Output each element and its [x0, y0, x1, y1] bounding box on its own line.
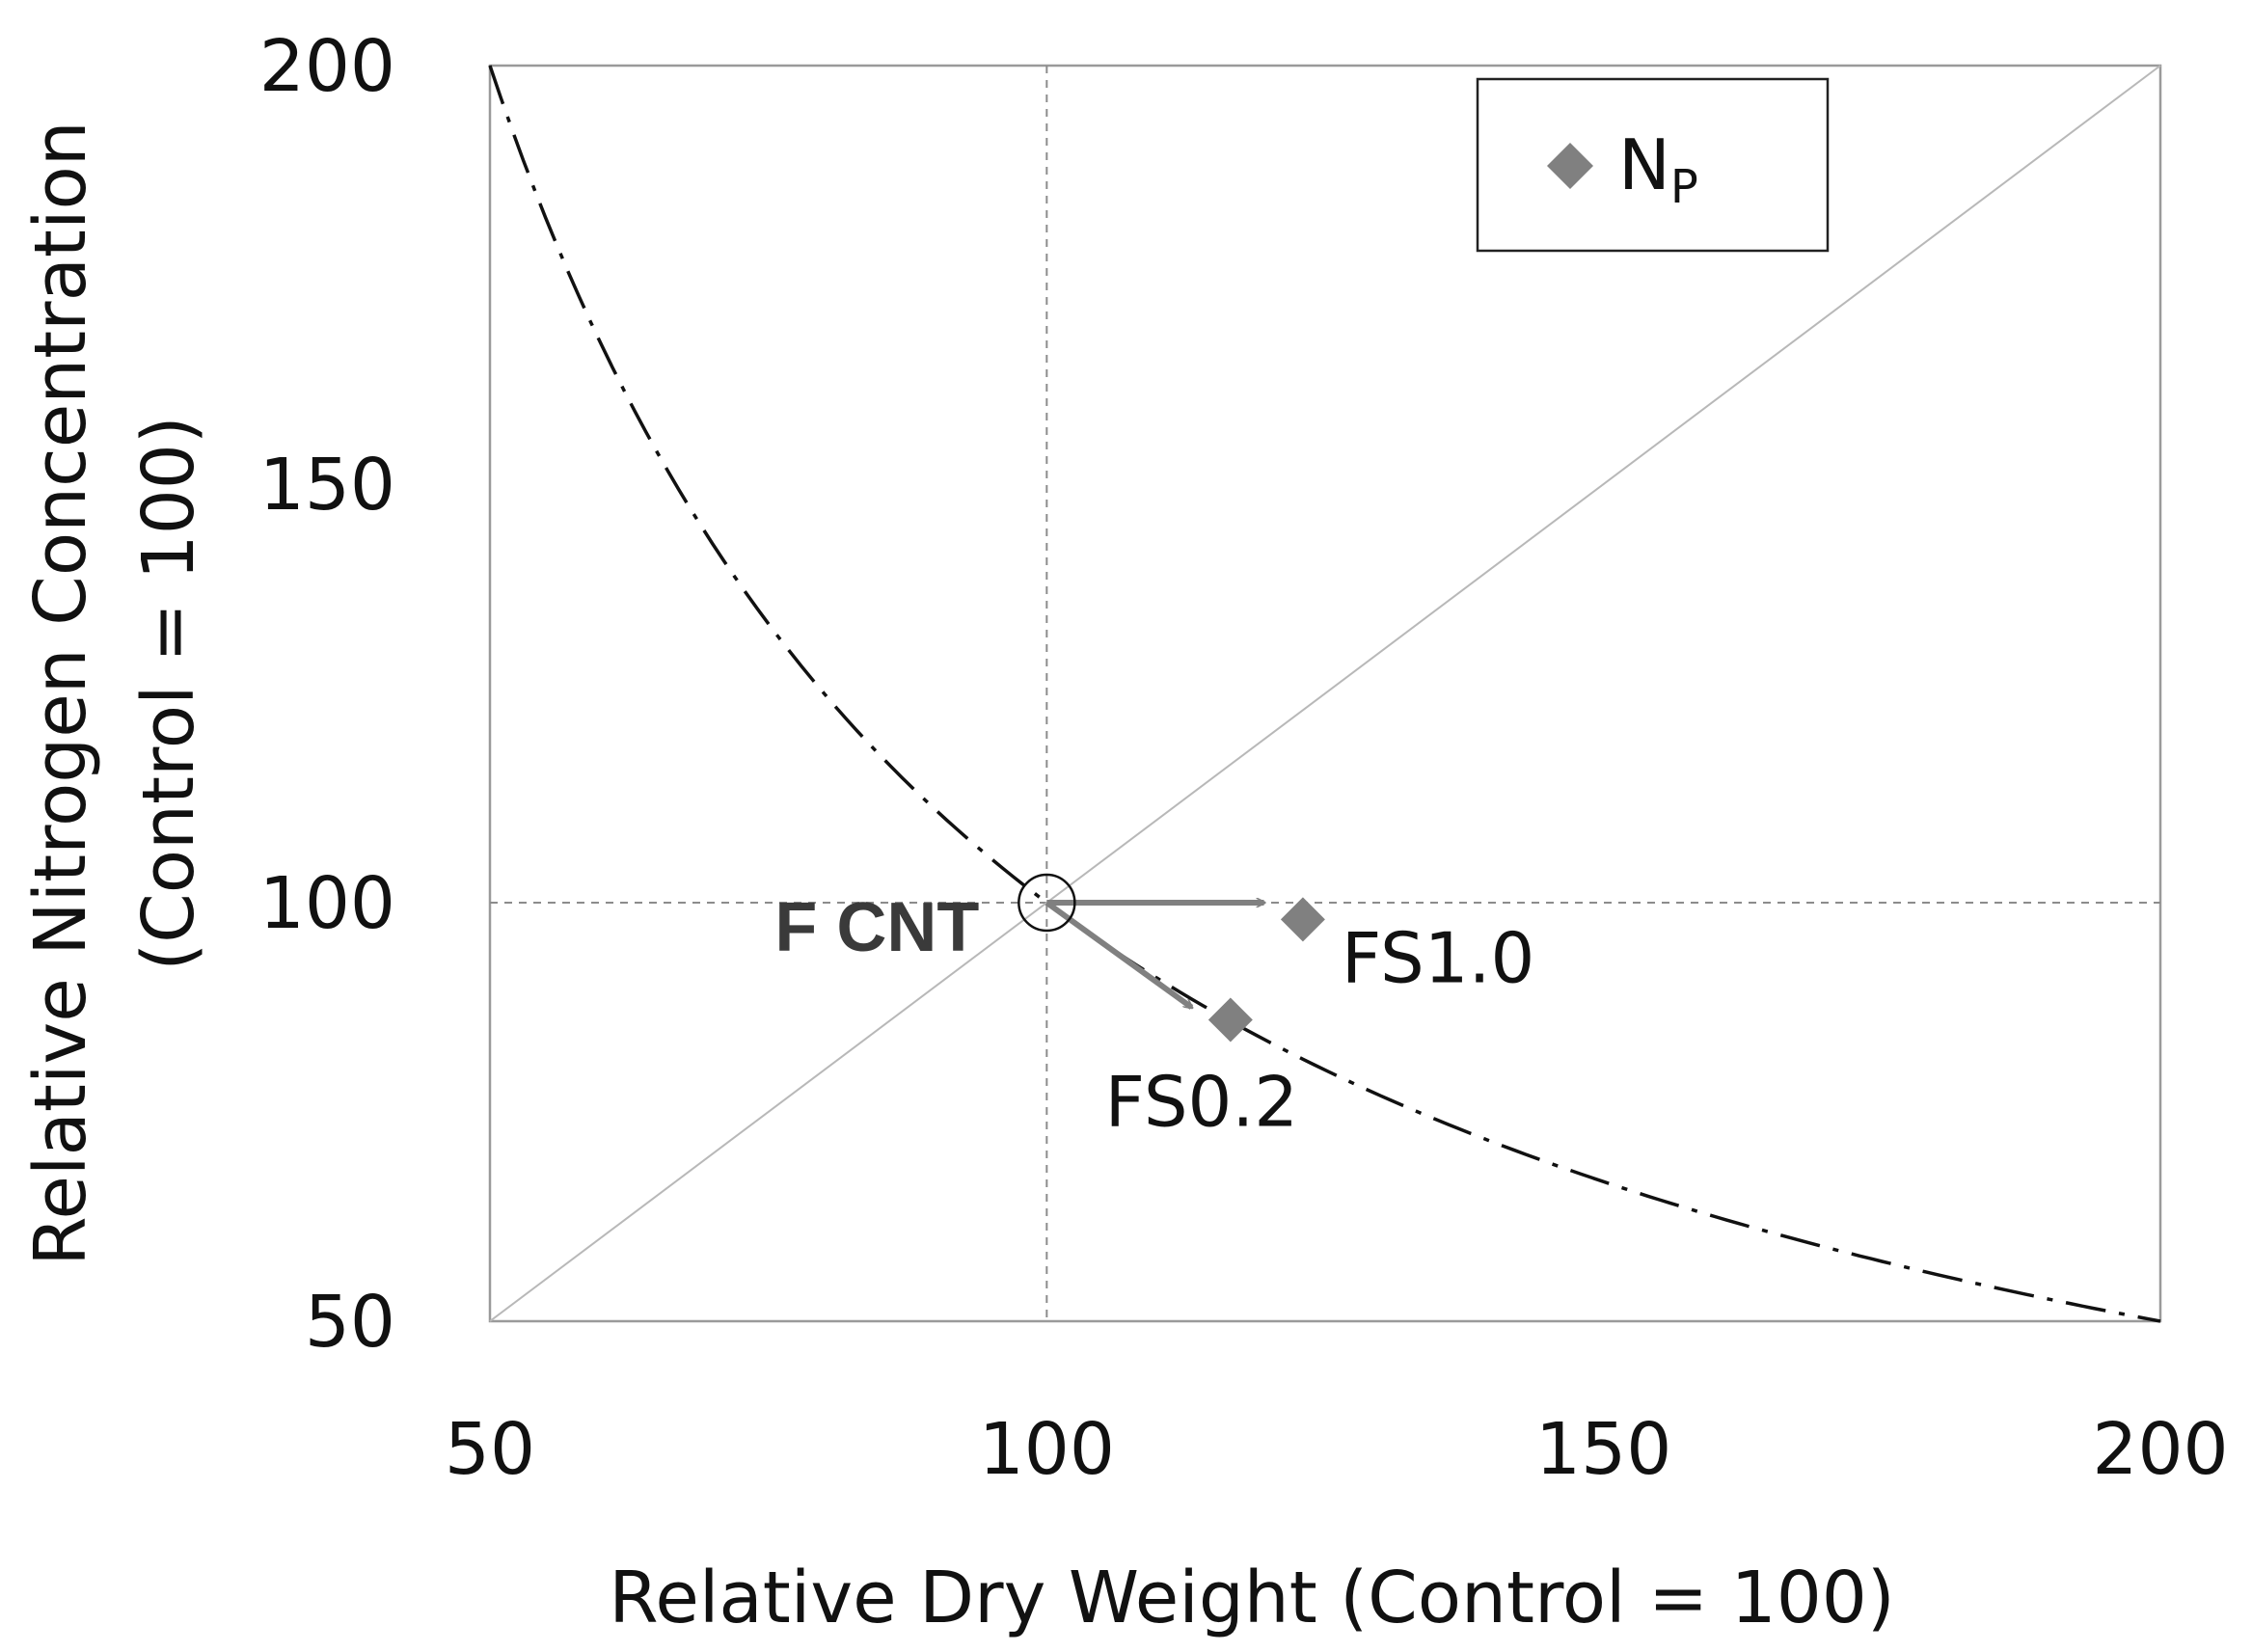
- y-tick-label: 150: [259, 444, 395, 527]
- legend-diamond-icon: [1547, 143, 1593, 189]
- diagonal-reference-line: [489, 65, 2161, 1322]
- arrow: [1045, 900, 1191, 1010]
- x-tick-label: 150: [1535, 1408, 1671, 1491]
- x-tick-label: 50: [445, 1408, 535, 1491]
- legend-series-subscript: P: [1670, 160, 1698, 214]
- x-tick-labels: 50 100 150 200: [445, 1408, 2229, 1491]
- y-tick-labels: 50 100 150 200: [259, 25, 395, 1364]
- y-axis-title-line1: Relative Nitrogen Concentration: [19, 121, 102, 1265]
- data-point: [1280, 897, 1325, 942]
- arrows: [1045, 900, 1263, 1010]
- y-axis-title-line2: (Control = 100): [127, 416, 210, 971]
- data-point-label: FS0.2: [1105, 1062, 1298, 1143]
- legend-series-name: N: [1618, 124, 1670, 205]
- y-tick-label: 100: [259, 862, 395, 945]
- origin-marker: [1017, 873, 1076, 933]
- legend: NP: [1476, 77, 1830, 253]
- data-point: [1207, 997, 1253, 1043]
- data-point-label: FS1.0: [1342, 917, 1534, 998]
- x-tick-label: 100: [979, 1408, 1115, 1491]
- y-tick-label: 50: [305, 1281, 395, 1364]
- legend-box: [1476, 77, 1830, 253]
- data-points: FS1.0 FS0.2: [1105, 897, 1534, 1143]
- origin-label: F CNT: [774, 889, 979, 966]
- x-axis-title: Relative Dry Weight (Control = 100): [609, 1557, 1895, 1639]
- y-tick-label: 200: [259, 25, 395, 108]
- x-tick-label: 200: [2092, 1408, 2228, 1491]
- isoquant-curve: [488, 65, 2161, 1323]
- legend-label: NP: [1618, 124, 1698, 214]
